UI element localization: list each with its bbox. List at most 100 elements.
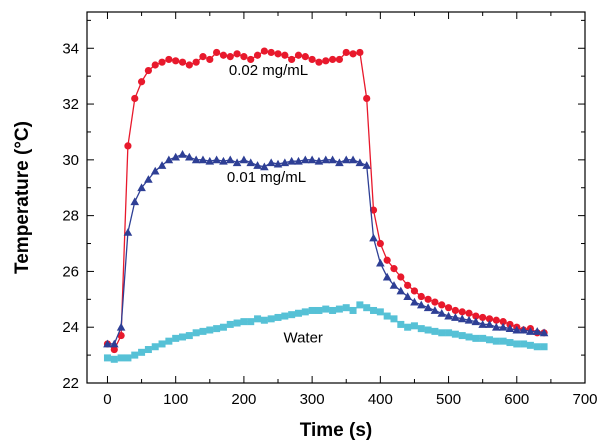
data-point	[117, 331, 125, 340]
data-point	[362, 161, 371, 169]
data-point	[424, 326, 432, 334]
data-point	[328, 55, 337, 64]
data-point	[492, 322, 501, 331]
data-point	[315, 306, 323, 314]
x-tick-label: 200	[231, 391, 256, 408]
data-point	[131, 351, 139, 359]
data-point	[199, 327, 207, 335]
data-point	[335, 158, 344, 167]
data-point	[438, 329, 446, 337]
data-point	[532, 327, 542, 335]
data-point	[280, 158, 290, 167]
data-point	[103, 354, 111, 362]
series-1	[103, 47, 548, 354]
data-point	[342, 48, 350, 57]
data-point	[171, 152, 180, 161]
data-point	[185, 332, 193, 340]
y-tick-label: 26	[62, 263, 79, 280]
data-point	[294, 156, 303, 165]
data-point	[383, 312, 391, 320]
data-point	[465, 309, 473, 317]
series-2	[103, 149, 549, 348]
data-point	[151, 61, 159, 69]
data-point	[498, 322, 508, 331]
y-tick-label: 34	[62, 40, 79, 57]
data-point	[431, 327, 439, 335]
data-point	[410, 287, 419, 295]
data-point	[266, 158, 276, 167]
data-point	[416, 300, 426, 309]
series-annotation: 0.01 mg/mL	[227, 169, 306, 186]
data-point	[492, 316, 500, 324]
x-tick-label: 600	[504, 391, 529, 408]
data-point	[356, 301, 364, 309]
series-line	[107, 304, 545, 360]
data-point	[157, 161, 167, 169]
data-point	[314, 156, 324, 165]
series-annotation: Water	[283, 330, 322, 347]
data-point	[301, 308, 309, 316]
data-point	[158, 340, 166, 348]
data-point	[341, 155, 351, 164]
data-point	[260, 162, 269, 171]
data-point	[178, 58, 187, 66]
data-point	[383, 256, 391, 264]
data-point	[404, 281, 412, 289]
data-point	[164, 155, 174, 164]
data-point	[226, 320, 234, 328]
data-point	[485, 336, 493, 344]
x-tick-label: 700	[572, 391, 597, 408]
y-tick-label: 22	[62, 375, 79, 392]
data-point	[458, 308, 466, 316]
data-point	[328, 155, 337, 164]
data-point	[451, 306, 459, 315]
data-point	[179, 333, 187, 341]
y-tick-label: 28	[62, 208, 79, 225]
data-point	[287, 156, 296, 165]
data-point	[246, 158, 256, 167]
data-point	[363, 304, 371, 312]
data-point	[109, 339, 119, 348]
data-point	[512, 325, 522, 334]
data-point	[472, 312, 480, 320]
data-point	[294, 51, 303, 59]
data-point	[110, 345, 118, 354]
data-point	[382, 272, 392, 281]
data-point	[219, 323, 227, 331]
data-point	[423, 303, 433, 312]
data-point	[376, 239, 384, 248]
data-point	[123, 228, 133, 236]
data-point	[233, 319, 241, 327]
data-point	[335, 55, 344, 64]
data-point	[254, 315, 262, 323]
data-point	[397, 273, 405, 281]
annotations: 0.02 mg/mL 0.01 mg/mL Water	[227, 62, 323, 347]
x-tick-label: 400	[368, 391, 393, 408]
data-point	[424, 295, 432, 303]
data-point	[178, 149, 187, 158]
x-axis-title: Time (s)	[300, 420, 373, 441]
data-point	[213, 325, 221, 333]
data-point	[315, 58, 323, 66]
data-point	[376, 308, 384, 316]
data-point	[396, 286, 406, 295]
x-tick-label: 0	[103, 391, 111, 408]
data-point	[185, 61, 193, 69]
y-axis-title: Temperature (°C)	[12, 121, 33, 274]
data-point	[464, 315, 474, 324]
data-point	[131, 94, 139, 103]
data-point	[506, 339, 514, 347]
data-point	[281, 51, 289, 59]
data-point	[389, 281, 399, 289]
data-point	[445, 329, 453, 337]
data-point	[492, 337, 500, 345]
data-point	[110, 355, 118, 363]
data-point	[226, 53, 234, 61]
data-point	[260, 316, 268, 324]
data-point	[144, 66, 152, 75]
data-point	[349, 50, 357, 58]
data-point	[240, 318, 248, 326]
data-point	[451, 330, 459, 338]
x-tick-label: 300	[300, 391, 325, 408]
data-point	[369, 233, 378, 242]
